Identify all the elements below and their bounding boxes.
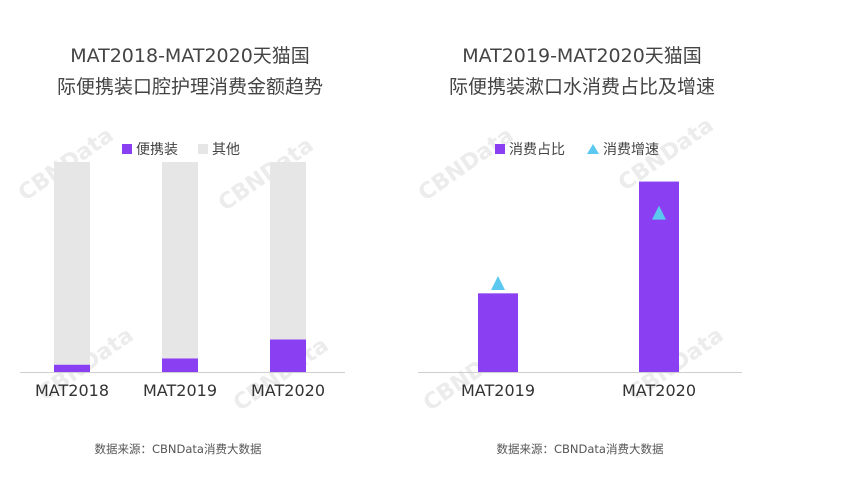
chart-1-legend-swatch-0 xyxy=(122,144,132,154)
chart-2-legend-marker-1 xyxy=(587,144,599,154)
chart-1-x-tick-label: MAT2018 xyxy=(35,381,109,400)
watermark-text: CBNData xyxy=(414,123,518,206)
chart-1-x-tick-label: MAT2020 xyxy=(251,381,325,400)
chart-2-legend: 消费占比 消费增速 xyxy=(495,142,659,158)
chart-2-bar-share xyxy=(478,293,518,372)
chart-1-legend-swatch-1 xyxy=(198,144,208,154)
chart-1-x-ticks: MAT2018 MAT2019 MAT2020 xyxy=(35,381,325,400)
chart-2-x-ticks: MAT2019 MAT2020 xyxy=(461,381,696,400)
chart-2-markers xyxy=(491,205,666,290)
chart-2-legend-swatch-0 xyxy=(495,144,505,154)
chart-2-marker-growth xyxy=(491,275,505,290)
chart-2-title-line-2: 际便携装漱口水消费占比及增速 xyxy=(449,76,715,98)
chart-1-legend-label-1: 其他 xyxy=(212,142,240,158)
watermark-layer: CBNDataCBNDataCBNDataCBNDataCBNDataCBNDa… xyxy=(14,113,728,416)
chart-1-source: 数据来源：CBNData消费大数据 xyxy=(95,442,262,456)
chart-2-title-line-1: MAT2019-MAT2020天猫国 xyxy=(462,45,702,67)
chart-1-bar-portable xyxy=(54,364,90,372)
chart-2-x-tick-label: MAT2020 xyxy=(622,381,696,400)
chart-1-title-line-1: MAT2018-MAT2020天猫国 xyxy=(70,45,310,67)
chart-1-title-line-2: 际便携装口腔护理消费金额趋势 xyxy=(57,76,323,98)
chart-1-bars xyxy=(54,162,306,372)
chart-2-legend-label-1: 消费增速 xyxy=(603,142,659,158)
chart-1: MAT2018-MAT2020天猫国 际便携装口腔护理消费金额趋势 便携装 其他… xyxy=(20,45,345,456)
chart-1-x-tick-label: MAT2019 xyxy=(143,381,217,400)
chart-2-legend-label-0: 消费占比 xyxy=(509,142,565,158)
chart-2-bars xyxy=(478,181,679,372)
chart-1-bar-other xyxy=(162,162,198,359)
chart-2-marker-growth xyxy=(652,205,666,220)
chart-1-bar-portable xyxy=(270,339,306,372)
chart-1-legend-label-0: 便携装 xyxy=(136,142,178,158)
chart-1-bar-portable xyxy=(162,358,198,372)
chart-1-legend: 便携装 其他 xyxy=(122,142,240,158)
chart-2: MAT2019-MAT2020天猫国 际便携装漱口水消费占比及增速 消费占比 消… xyxy=(418,45,742,456)
chart-2-x-tick-label: MAT2019 xyxy=(461,381,535,400)
chart-2-source: 数据来源：CBNData消费大数据 xyxy=(497,442,664,456)
chart-1-bar-other xyxy=(54,162,90,365)
chart-1-bar-other xyxy=(270,162,306,340)
